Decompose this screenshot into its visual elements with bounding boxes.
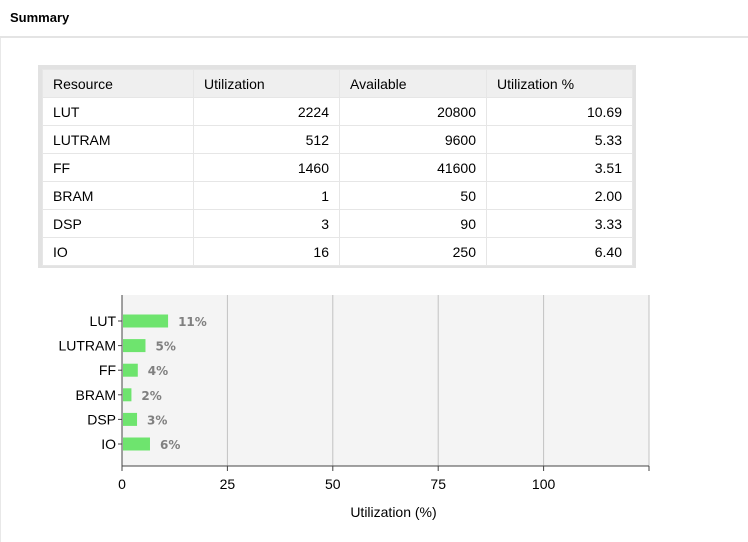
table-row[interactable]: BRAM 1 50 2.00 (42, 181, 633, 210)
y-tick-label: LUT (90, 313, 117, 329)
page-title: Summary (10, 10, 70, 25)
data-label: 11% (178, 315, 207, 329)
data-label: 2% (141, 389, 161, 403)
column-header-utilization[interactable]: Utilization (193, 69, 340, 98)
table-cell: 90 (339, 209, 487, 238)
x-tick-label: 25 (220, 476, 236, 492)
data-label: 6% (160, 438, 180, 452)
utilization-table: Resource Utilization Available Utilizati… (42, 69, 633, 266)
bar (123, 388, 132, 402)
summary-header: Summary (0, 0, 748, 38)
bar (123, 363, 138, 377)
table-cell: 512 (193, 125, 340, 154)
table-cell: IO (42, 237, 194, 266)
table-cell: 50 (339, 181, 487, 210)
x-axis-label: Utilization (%) (350, 504, 436, 520)
table-row[interactable]: FF 1460 41600 3.51 (42, 153, 633, 182)
table-cell: 10.69 (486, 97, 633, 126)
x-tick-label: 0 (118, 476, 126, 492)
table-row[interactable]: LUT 2224 20800 10.69 (42, 97, 633, 126)
bar (123, 314, 169, 328)
data-label: 5% (155, 340, 175, 354)
column-header-resource[interactable]: Resource (42, 69, 194, 98)
y-tick-label: IO (101, 436, 116, 452)
table-cell: 3 (193, 209, 340, 238)
table-header-row: Resource Utilization Available Utilizati… (42, 69, 633, 98)
y-tick-label: FF (99, 362, 116, 378)
table-cell: BRAM (42, 181, 194, 210)
table-cell: 16 (193, 237, 340, 266)
y-tick-label: DSP (87, 411, 116, 427)
table-cell: 250 (339, 237, 487, 266)
y-tick-label: BRAM (76, 387, 116, 403)
table-row[interactable]: IO 16 250 6.40 (42, 237, 633, 266)
bar (123, 339, 146, 353)
x-tick-label: 50 (325, 476, 341, 492)
y-tick-label: LUTRAM (58, 338, 116, 354)
table-cell: 5.33 (486, 125, 633, 154)
table-cell: 2.00 (486, 181, 633, 210)
plot-area (122, 295, 649, 466)
x-tick-label: 100 (532, 476, 556, 492)
table-cell: 9600 (339, 125, 487, 154)
table-cell: 6.40 (486, 237, 633, 266)
bar (123, 412, 138, 426)
table-row[interactable]: LUTRAM 512 9600 5.33 (42, 125, 633, 154)
bar (123, 437, 150, 451)
panel-border (0, 38, 1, 542)
column-header-utilization-percent[interactable]: Utilization % (486, 69, 633, 98)
table-cell: 20800 (339, 97, 487, 126)
data-label: 3% (147, 413, 167, 427)
data-label: 4% (148, 364, 168, 378)
table-cell: 1 (193, 181, 340, 210)
table-cell: LUT (42, 97, 194, 126)
table-cell: 3.33 (486, 209, 633, 238)
table-row[interactable]: DSP 3 90 3.33 (42, 209, 633, 238)
x-tick-label: 75 (430, 476, 446, 492)
table-cell: 2224 (193, 97, 340, 126)
table-cell: FF (42, 153, 194, 182)
utilization-table-frame: Resource Utilization Available Utilizati… (38, 65, 636, 268)
